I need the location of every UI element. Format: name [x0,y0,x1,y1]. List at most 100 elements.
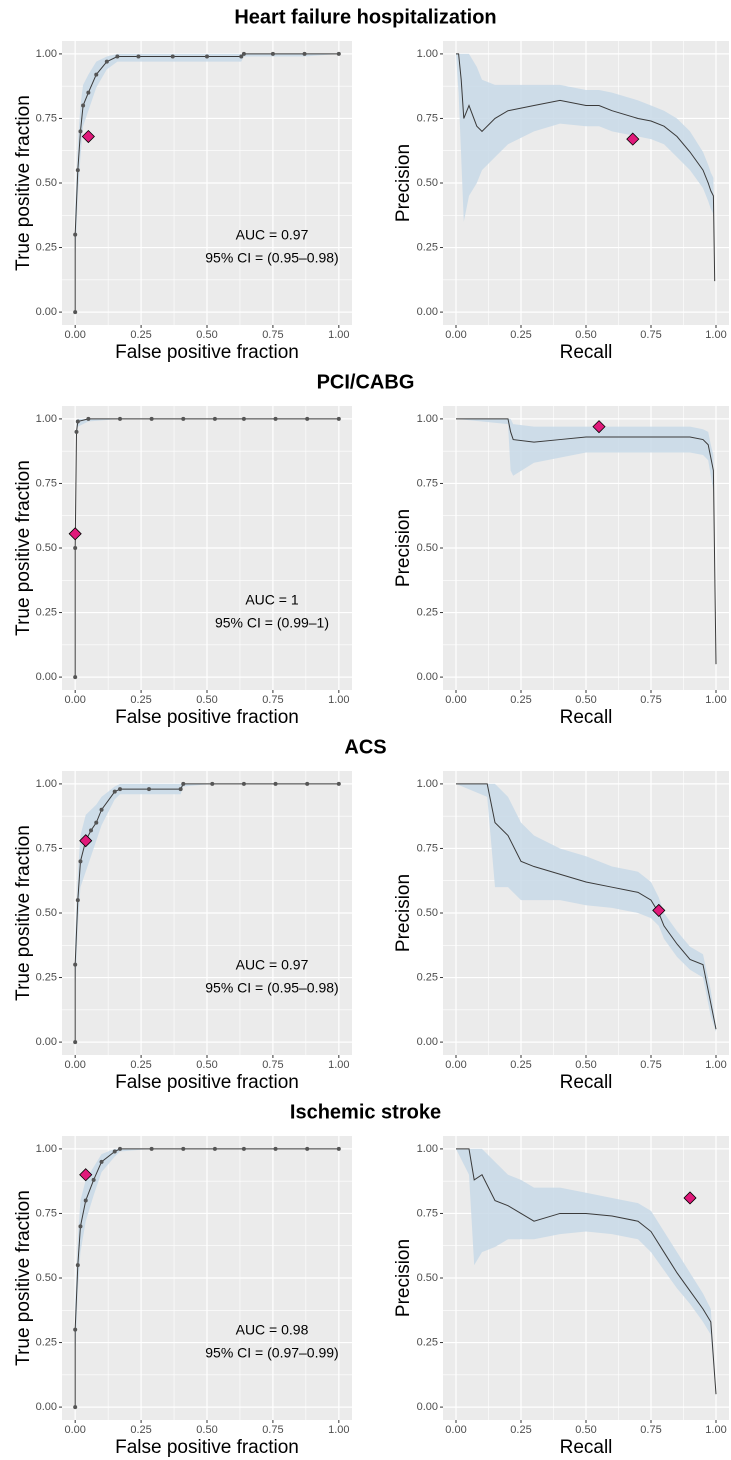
y-tick-label: 0.75 [36,477,57,489]
curve-point [181,416,186,421]
curve-point [336,51,341,56]
annotation: 95% CI = (0.99–1) [215,615,329,631]
curve-line [456,418,717,665]
curve-point [78,1224,83,1229]
x-tick-label: 0.50 [575,1059,596,1071]
curve-group [68,416,341,680]
x-tick-label: 0.00 [445,329,466,341]
curve-point [73,546,78,550]
curve-group [456,783,717,1032]
curve-line [456,1148,717,1395]
curve-line [456,53,716,282]
y-tick-label: 1.00 [36,48,57,60]
curve-point [81,103,86,108]
curve-point [239,54,244,59]
x-tick-label: 1.00 [705,329,726,341]
confidence-band [456,783,716,1032]
x-tick-label: 0.50 [575,694,596,706]
curve-point [73,1405,78,1410]
x-axis-title: Recall [560,1437,613,1458]
x-axis-title: False positive fraction [115,342,299,363]
curve-point [241,51,246,56]
y-tick-label: 0.50 [417,177,438,189]
y-tick-label: 0.75 [417,842,438,854]
x-axis-title: Recall [560,1072,613,1093]
x-tick-label: 0.00 [64,1424,85,1436]
curve-point [181,781,186,786]
operating-point [81,129,95,144]
x-tick-label: 0.50 [196,1059,217,1071]
x-axis-title: False positive fraction [115,707,299,728]
curve-point [112,789,117,794]
row-title: Heart failure hospitalization [234,6,496,28]
curve-point [75,898,80,903]
operating-point [683,1191,697,1205]
operating-point [652,903,666,917]
x-tick-label: 1.00 [328,694,349,706]
y-tick-label: 0.00 [36,671,57,683]
curve-point [270,51,275,56]
x-tick-label: 0.25 [130,1059,151,1071]
x-tick-label: 0.25 [130,329,151,341]
curve-point [118,787,122,792]
x-tick-label: 0.50 [575,329,596,341]
x-tick-label: 1.00 [705,1059,726,1071]
annotation: AUC = 0.97 [236,227,309,243]
y-axis-title: Precision [393,144,414,222]
operating-point [79,1168,93,1182]
curve-line [74,783,339,1043]
curve-point [181,1146,186,1151]
y-tick-label: 0.50 [36,177,57,189]
x-tick-label: 0.75 [640,1059,661,1071]
annotation: 95% CI = (0.95–0.98) [205,250,338,266]
confidence-band [456,1148,716,1397]
curve-point [94,72,99,77]
x-axis-title: Recall [560,342,613,363]
x-tick-label: 0.25 [510,694,531,706]
curve-point [273,416,278,421]
y-axis-title: Precision [393,1239,414,1317]
x-tick-label: 0.75 [640,694,661,706]
y-axis-title: True positive fraction [13,1190,34,1366]
y-tick-label: 0.50 [417,907,438,919]
operating-point [79,834,93,848]
x-tick-label: 0.75 [640,1424,661,1436]
annotation: 95% CI = (0.97–0.99) [205,1345,338,1361]
curve-point [212,1146,217,1151]
operating-point [626,132,640,146]
curve-line [74,1148,339,1408]
y-tick-label: 0.75 [417,477,438,489]
curve-point [241,1146,246,1151]
y-axis-title: True positive fraction [13,95,34,271]
x-tick-label: 0.75 [262,1059,283,1071]
y-tick-label: 0.25 [36,241,57,253]
y-tick-label: 1.00 [417,778,438,790]
annotation: 95% CI = (0.95–0.98) [205,980,338,996]
confidence-band [456,53,715,287]
curve-point [305,416,310,421]
curve-point [112,1149,117,1154]
curve-point [118,1146,122,1151]
curve-point [336,781,341,786]
y-tick-label: 0.50 [417,1272,438,1284]
curve-point [73,1040,78,1045]
curve-point [205,54,209,59]
x-tick-label: 0.50 [196,1424,217,1436]
y-tick-label: 0.25 [417,241,438,253]
curve-point [115,54,120,59]
x-tick-label: 1.00 [328,329,349,341]
y-tick-label: 0.25 [417,971,438,983]
curve-point [73,962,78,967]
x-tick-label: 0.50 [575,1424,596,1436]
y-tick-label: 0.75 [417,112,438,124]
y-axis-title: Precision [393,874,414,952]
curve-point [73,232,78,237]
y-tick-label: 0.00 [36,1036,57,1048]
x-tick-label: 0.25 [130,694,151,706]
curve-point [273,1146,278,1151]
curve-point [336,1146,341,1151]
curve-group [73,781,341,1045]
x-axis-title: False positive fraction [115,1072,299,1093]
x-tick-label: 0.75 [262,329,283,341]
y-tick-label: 1.00 [417,48,438,60]
